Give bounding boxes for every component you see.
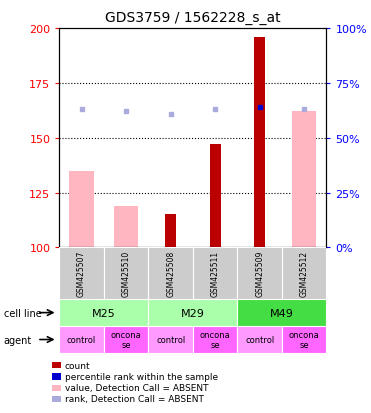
Text: onconа
se: onconа se — [289, 330, 319, 349]
Text: GSM425509: GSM425509 — [255, 250, 264, 297]
Text: GSM425510: GSM425510 — [122, 251, 131, 297]
Bar — [292, 112, 316, 248]
Bar — [114, 206, 138, 248]
Text: GSM425512: GSM425512 — [300, 251, 309, 297]
Text: agent: agent — [4, 335, 32, 345]
Bar — [148, 326, 193, 353]
Text: onconа
se: onconа se — [111, 330, 141, 349]
Bar — [69, 171, 94, 248]
Text: percentile rank within the sample: percentile rank within the sample — [65, 372, 218, 381]
Bar — [193, 326, 237, 353]
Text: rank, Detection Call = ABSENT: rank, Detection Call = ABSENT — [65, 394, 204, 404]
Text: cell line: cell line — [4, 308, 42, 318]
Bar — [237, 326, 282, 353]
Text: value, Detection Call = ABSENT: value, Detection Call = ABSENT — [65, 383, 209, 392]
Bar — [237, 299, 326, 326]
Bar — [165, 215, 176, 248]
Text: GSM425508: GSM425508 — [166, 251, 175, 297]
Bar — [254, 38, 265, 248]
Text: M29: M29 — [181, 308, 205, 318]
Text: count: count — [65, 361, 91, 370]
Text: control: control — [245, 335, 274, 344]
Bar — [104, 326, 148, 353]
Text: GSM425507: GSM425507 — [77, 250, 86, 297]
Bar — [59, 299, 148, 326]
Bar — [210, 145, 221, 248]
Bar — [282, 326, 326, 353]
Bar — [59, 326, 104, 353]
Bar — [282, 248, 326, 299]
Text: onconа
se: onconа se — [200, 330, 230, 349]
Text: control: control — [156, 335, 185, 344]
Bar — [148, 248, 193, 299]
Text: M49: M49 — [270, 308, 294, 318]
Bar — [59, 248, 104, 299]
Bar — [148, 299, 237, 326]
Text: M25: M25 — [92, 308, 116, 318]
Bar — [237, 248, 282, 299]
Text: GSM425511: GSM425511 — [211, 251, 220, 297]
Bar — [104, 248, 148, 299]
Title: GDS3759 / 1562228_s_at: GDS3759 / 1562228_s_at — [105, 11, 281, 25]
Bar — [193, 248, 237, 299]
Text: control: control — [67, 335, 96, 344]
